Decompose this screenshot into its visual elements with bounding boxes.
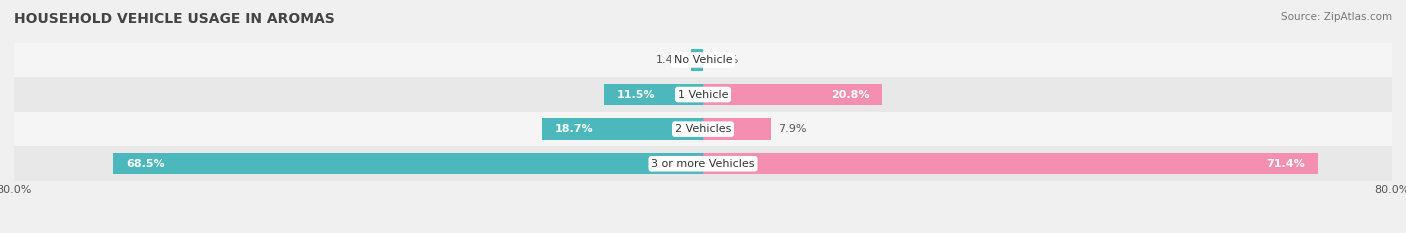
Text: Source: ZipAtlas.com: Source: ZipAtlas.com [1281, 12, 1392, 22]
Text: 20.8%: 20.8% [831, 89, 869, 99]
Text: 0.0%: 0.0% [710, 55, 738, 65]
Text: 3 or more Vehicles: 3 or more Vehicles [651, 159, 755, 169]
Bar [14, 112, 1392, 147]
Text: 1 Vehicle: 1 Vehicle [678, 89, 728, 99]
Text: 18.7%: 18.7% [555, 124, 593, 134]
Text: 11.5%: 11.5% [617, 89, 655, 99]
Bar [605, 84, 703, 105]
Text: HOUSEHOLD VEHICLE USAGE IN AROMAS: HOUSEHOLD VEHICLE USAGE IN AROMAS [14, 12, 335, 26]
Text: 2 Vehicles: 2 Vehicles [675, 124, 731, 134]
Bar [541, 118, 703, 140]
Text: 7.9%: 7.9% [778, 124, 807, 134]
Bar [14, 77, 1392, 112]
Bar [14, 43, 1392, 77]
Bar [703, 153, 1317, 175]
Text: No Vehicle: No Vehicle [673, 55, 733, 65]
Text: 71.4%: 71.4% [1267, 159, 1305, 169]
Bar [703, 118, 770, 140]
Bar [14, 147, 1392, 181]
Text: 1.4%: 1.4% [655, 55, 685, 65]
Bar [703, 84, 882, 105]
Bar [112, 153, 703, 175]
Bar [690, 49, 703, 71]
Text: 68.5%: 68.5% [127, 159, 165, 169]
